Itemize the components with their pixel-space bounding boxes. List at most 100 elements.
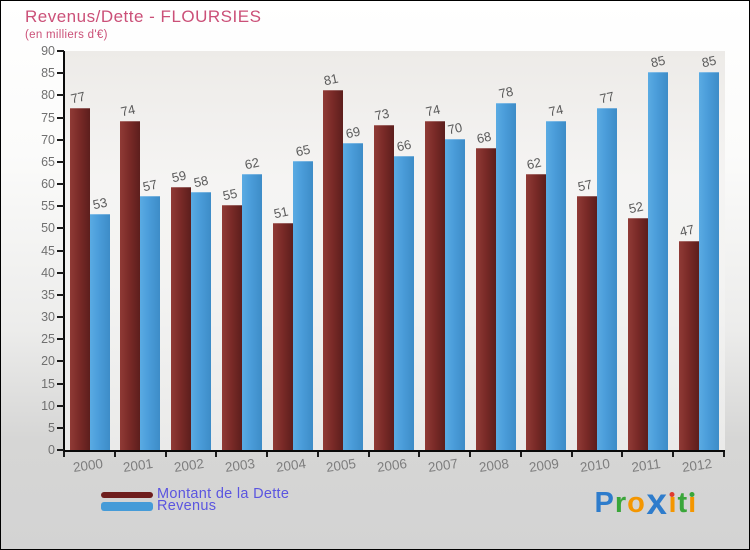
x-axis-tick [63, 452, 65, 457]
y-axis-tick-label: 10 [41, 398, 55, 413]
y-axis-tick-label: 25 [41, 332, 55, 347]
y-axis-tick [57, 94, 64, 97]
bar-revenus-2007 [444, 138, 465, 450]
y-axis-tick-label: 35 [41, 287, 55, 302]
value-label: 68 [475, 128, 493, 146]
value-label: 51 [271, 203, 290, 222]
value-label: 52 [627, 199, 645, 217]
y-axis-tick-label: 70 [41, 132, 55, 147]
x-axis-label-2011: 2011 [630, 456, 662, 475]
y-axis-tick [57, 160, 64, 163]
x-axis-tick [164, 452, 167, 457]
bar-dette-2012 [678, 240, 699, 450]
bar-revenus-2002 [191, 191, 212, 450]
x-axis-tick [723, 452, 725, 457]
value-label: 55 [221, 185, 239, 204]
legend: Montant de la Dette Revenus [101, 487, 289, 513]
bar-dette-2000 [69, 107, 90, 450]
y-axis-tick [57, 449, 64, 451]
bar-dette-2005 [323, 89, 344, 450]
y-axis-tick [57, 50, 64, 52]
y-axis-tick [57, 72, 64, 75]
bar-revenus-2000 [89, 214, 110, 450]
x-axis-tick [570, 452, 573, 457]
y-axis-tick-label: 60 [41, 177, 55, 191]
bar-dette-2004 [272, 222, 293, 450]
bar-revenus-2004 [292, 160, 313, 450]
bar-revenus-2008 [495, 103, 516, 450]
y-axis-tick [57, 138, 64, 141]
bar-dette-2003 [221, 205, 242, 450]
bar-dette-2011 [627, 218, 648, 450]
x-axis-label-2012: 2012 [680, 455, 713, 476]
plot-area: 77 74 59 55 51 81 73 74 68 62 57 52 47 53 57 58 62 65 69 66… [63, 51, 725, 452]
x-axis-tick [621, 452, 624, 457]
y-axis-tick-label: 85 [41, 66, 55, 81]
value-label: 57 [576, 176, 594, 195]
x-axis-tick [367, 452, 370, 457]
x-axis-label-2005: 2005 [325, 455, 358, 476]
chart-title: Revenus/Dette - FLOURSIES [25, 7, 262, 26]
x-axis-label-2000: 2000 [71, 455, 104, 476]
bar-dette-2008 [475, 147, 496, 450]
y-axis-tick [57, 227, 64, 230]
value-label: 73 [373, 106, 391, 124]
y-axis-tick-label: 15 [41, 376, 55, 391]
value-label: 66 [395, 137, 413, 155]
bar-dette-2002 [171, 187, 192, 450]
value-label: 74 [119, 101, 137, 120]
x-axis-tick [418, 452, 421, 457]
bar-dette-2001 [120, 120, 141, 450]
value-label: 70 [446, 119, 464, 138]
logo-letter-P: P [594, 487, 614, 519]
y-axis-tick-label: 40 [41, 265, 55, 280]
value-label: 47 [678, 221, 696, 239]
bar-dette-2006 [374, 125, 395, 450]
x-axis-tick [266, 452, 269, 457]
value-label: 59 [170, 168, 188, 186]
value-label: 85 [700, 52, 718, 71]
bar-revenus-2009 [546, 120, 567, 450]
value-label: 62 [525, 154, 544, 173]
bar-revenus-2006 [394, 156, 415, 450]
x-axis-label-2004: 2004 [274, 455, 307, 476]
legend-item-dette: Montant de la Dette [101, 487, 289, 501]
y-axis-tick-label: 45 [41, 243, 55, 258]
dette-swatch [101, 491, 153, 498]
x-axis-label-2006: 2006 [376, 455, 409, 476]
y-axis-tick-label: 20 [41, 354, 55, 369]
x-axis-label-2007: 2007 [426, 455, 459, 476]
logo-letter-i: ı [688, 487, 697, 519]
x-axis-tick [215, 452, 218, 457]
value-label: 69 [344, 123, 362, 142]
revenus-swatch [101, 502, 153, 511]
chart-subtitle: (en milliers d'€) [25, 29, 108, 41]
x-axis-label-2003: 2003 [223, 455, 256, 476]
value-label: 77 [598, 88, 616, 106]
logo-letter-x: x [646, 481, 667, 522]
x-axis-tick [113, 452, 116, 457]
y-axis-tick [57, 271, 64, 274]
logo-letter-t: t [677, 487, 688, 519]
value-label: 62 [243, 154, 261, 173]
y-axis-tick [57, 205, 64, 208]
y-axis-tick [57, 404, 64, 407]
bar-dette-2009 [526, 174, 547, 450]
y-axis-tick [57, 338, 64, 341]
value-label: 78 [497, 83, 515, 102]
y-axis-tick-label: 0 [48, 443, 55, 457]
y-axis-tick-label: 30 [41, 310, 55, 324]
y-axis-tick [57, 382, 64, 385]
bar-revenus-2005 [343, 143, 364, 450]
logo-letter-dot [669, 492, 675, 497]
value-label: 81 [322, 70, 340, 89]
y-axis-tick [57, 183, 64, 185]
value-label: 77 [68, 88, 87, 106]
x-axis-label-2010: 2010 [579, 455, 612, 476]
logo-letter-r: r [614, 487, 627, 519]
logo-letter-dot [689, 492, 695, 497]
logo-letter-i: ı [668, 487, 677, 519]
y-axis-tick-label: 90 [41, 44, 55, 58]
value-label: 53 [90, 194, 109, 213]
